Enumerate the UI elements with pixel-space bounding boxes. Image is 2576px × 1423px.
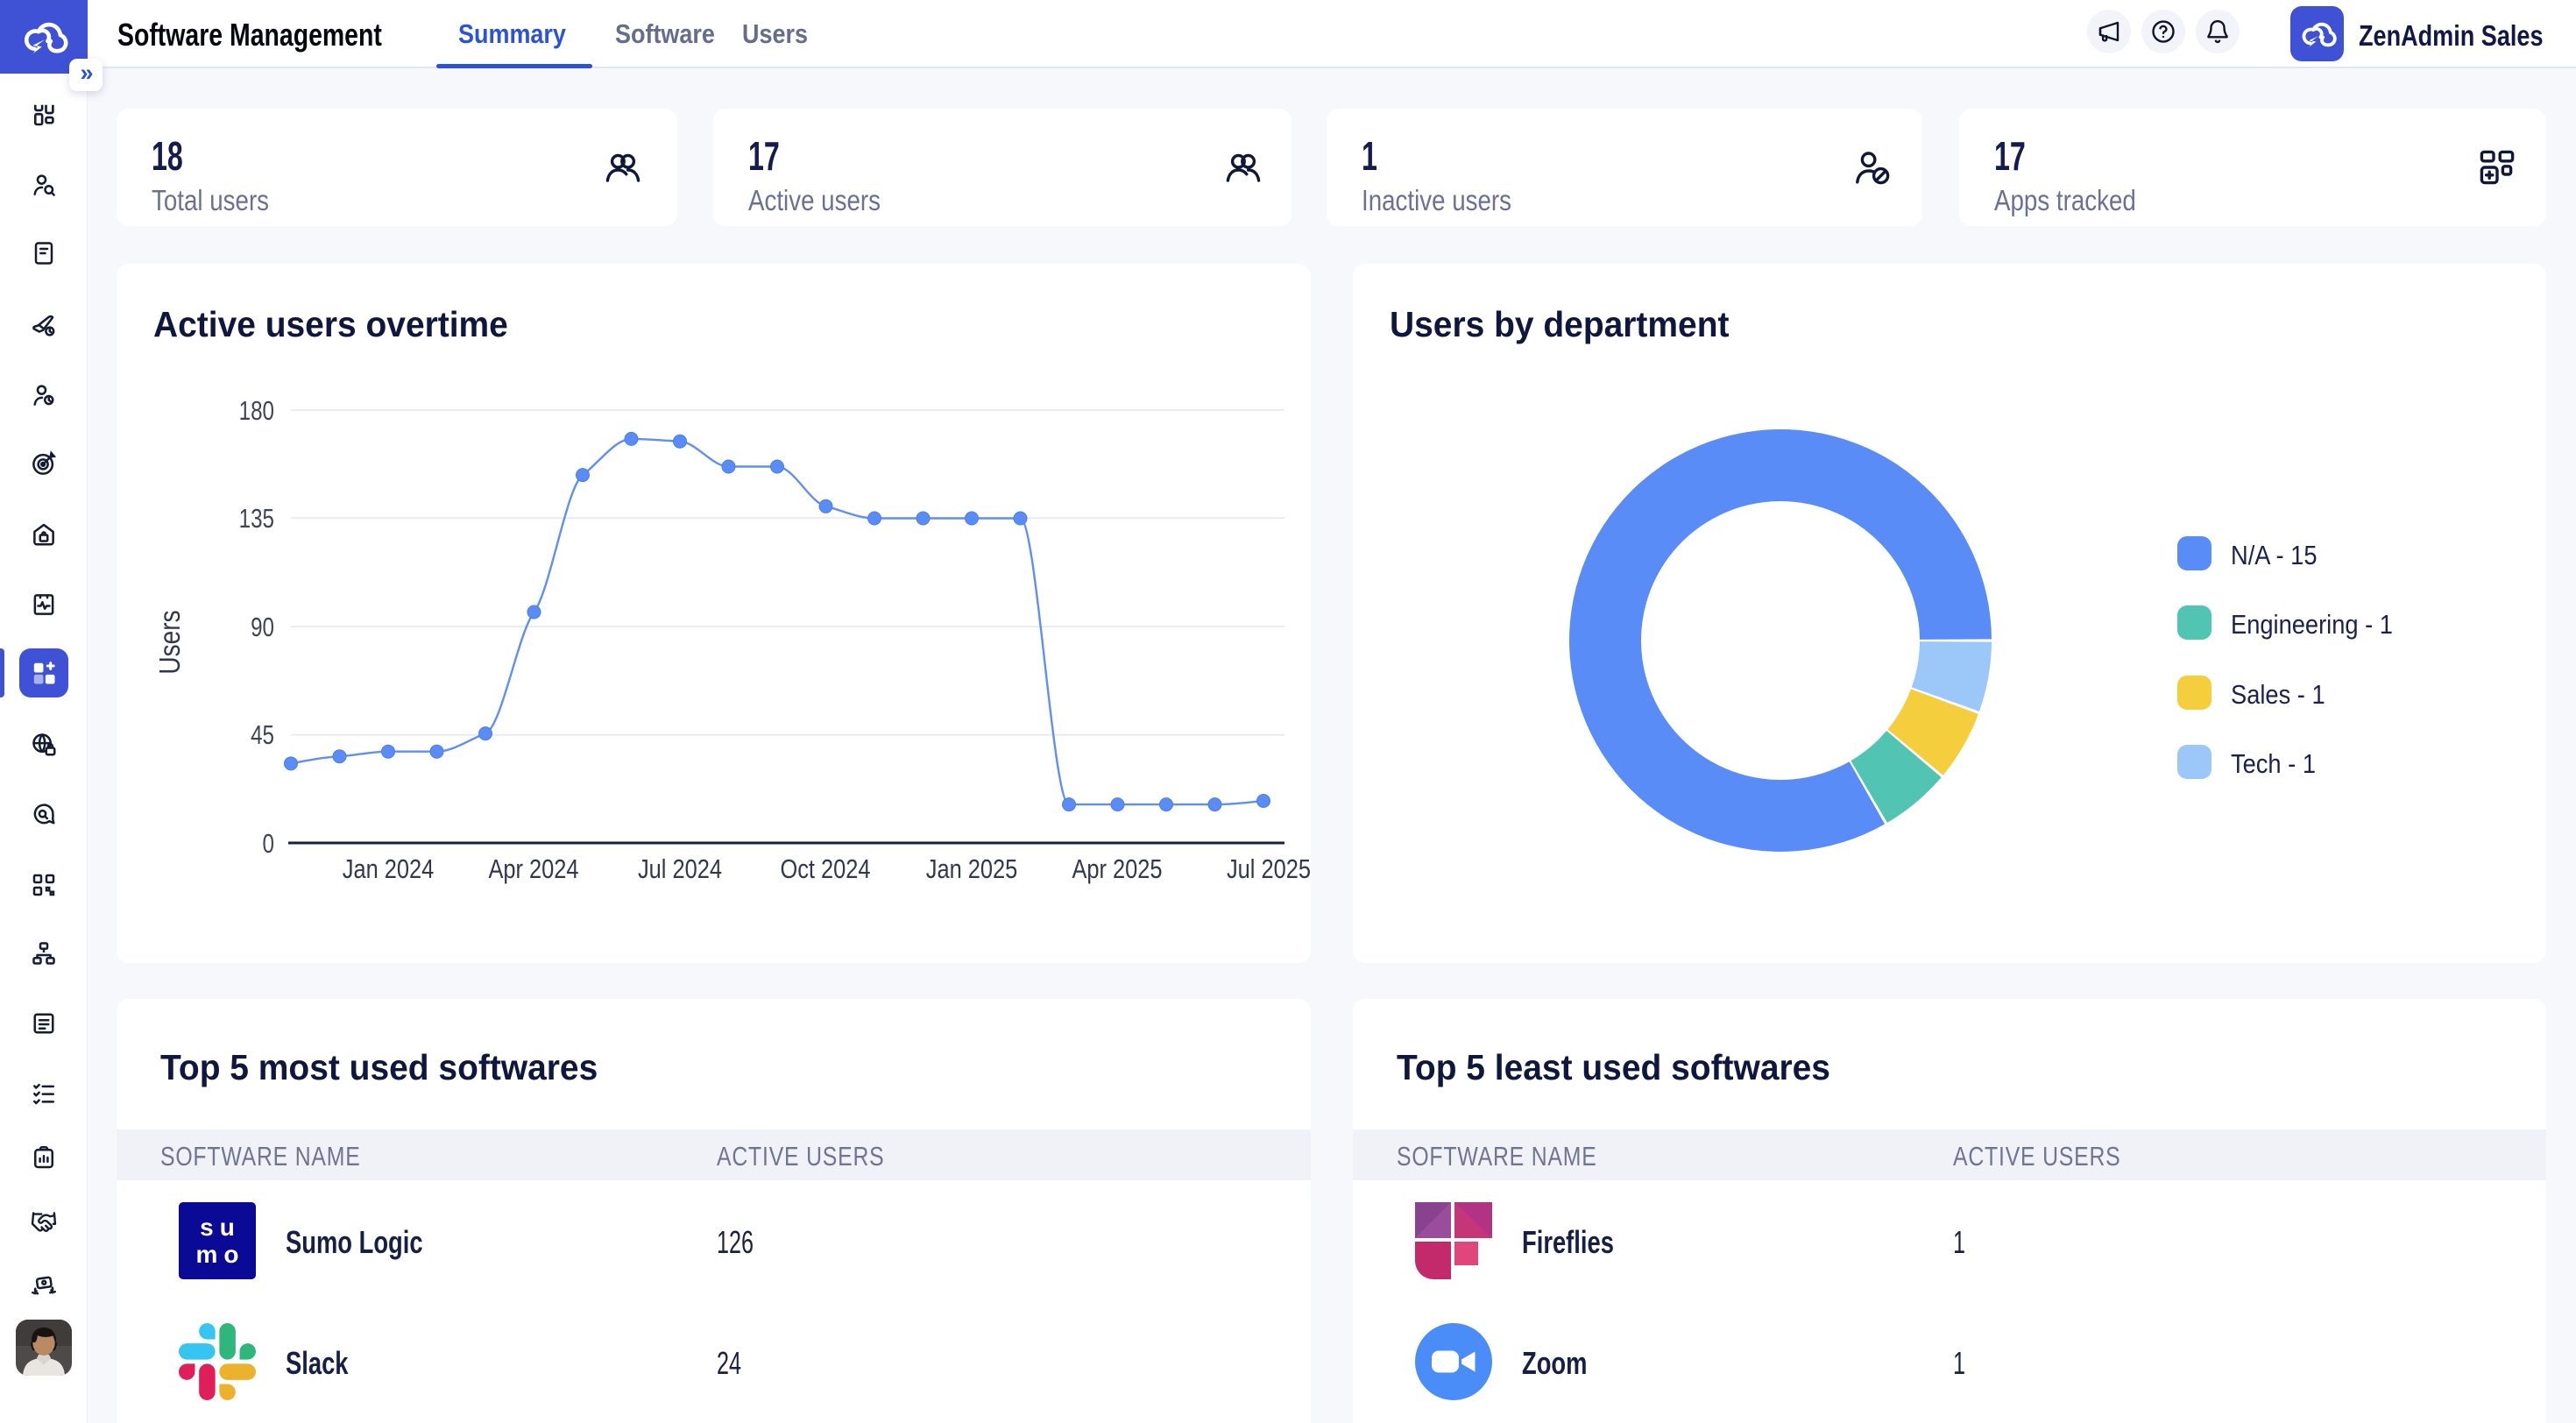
svg-text:Jul 2025: Jul 2025 — [1227, 854, 1311, 885]
svg-text:180: 180 — [239, 395, 274, 426]
svg-text:Engineering - 1: Engineering - 1 — [2231, 610, 2393, 640]
svg-text:Jan 2024: Jan 2024 — [343, 854, 435, 885]
svg-text:90: 90 — [251, 612, 274, 642]
svg-text:Sales - 1: Sales - 1 — [2231, 680, 2325, 710]
svg-text:135: 135 — [239, 503, 274, 534]
svg-text:0: 0 — [263, 828, 274, 859]
svg-text:Jul 2024: Jul 2024 — [638, 854, 722, 885]
svg-text:Tech - 1: Tech - 1 — [2231, 749, 2316, 779]
svg-text:Users: Users — [154, 610, 187, 674]
svg-text:N/A - 15: N/A - 15 — [2231, 541, 2318, 570]
svg-text:Apr 2024: Apr 2024 — [488, 854, 578, 885]
svg-text:Oct 2024: Oct 2024 — [780, 854, 870, 885]
svg-text:Apr 2025: Apr 2025 — [1072, 854, 1162, 885]
svg-text:Jan 2025: Jan 2025 — [926, 854, 1018, 885]
svg-text:45: 45 — [251, 719, 274, 750]
